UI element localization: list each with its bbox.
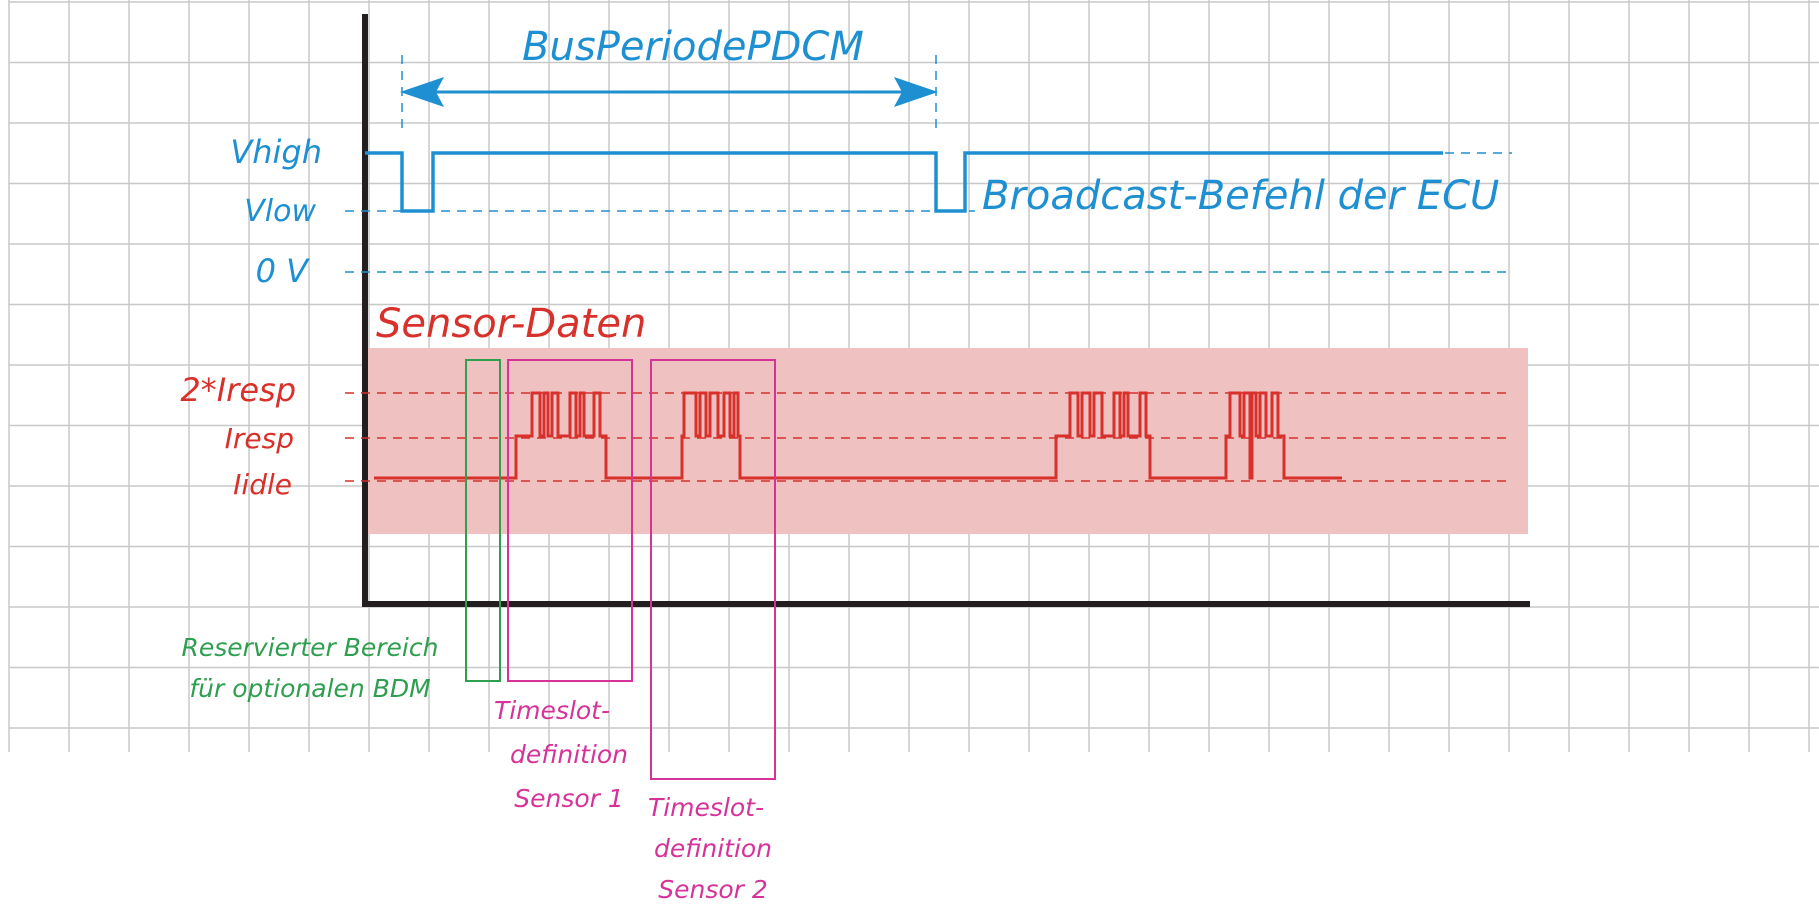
- timeslot-sensor1-box: [507, 359, 633, 682]
- timeslot-sensor1-label-line2: definition: [510, 740, 628, 769]
- reserved-bdm-area-box: [465, 359, 501, 682]
- broadcast-label: Broadcast-Befehl der ECU: [982, 173, 1499, 219]
- reserved-area-label-line1: Reservierter Bereich: [182, 633, 439, 662]
- idle-label: Iidle: [233, 468, 292, 501]
- arrowhead-left-icon: [400, 77, 444, 107]
- resp-label: Iresp: [225, 422, 294, 455]
- bus-period-label: BusPeriodePDCM: [522, 24, 864, 70]
- zero-volt-label: 0 V: [256, 252, 311, 290]
- sensor-data-label: Sensor-Daten: [376, 301, 646, 347]
- sensor-data-band: [368, 348, 1528, 534]
- sensor-current-signal: [374, 391, 1342, 480]
- timeslot-sensor2-label-line1: Timeslot-: [648, 793, 764, 822]
- vlow-label: Vlow: [244, 194, 316, 229]
- arrowhead-right-icon: [894, 77, 938, 107]
- timeslot-sensor1-label-line1: Timeslot-: [494, 696, 610, 725]
- bus-voltage-signal: [365, 151, 1443, 213]
- reserved-area-label-line2: für optionalen BDM: [189, 674, 430, 703]
- timeslot-sensor2-label-line2: definition: [654, 834, 772, 863]
- timeslot-sensor2-label-line3: Sensor 2: [658, 875, 768, 901]
- timeslot-sensor2-box: [650, 359, 776, 780]
- double-resp-label: 2*Iresp: [180, 371, 296, 409]
- bus-reference-lines: [345, 55, 1512, 273]
- vhigh-label: Vhigh: [230, 133, 322, 171]
- bus-period-arrow: [400, 77, 938, 107]
- timeslot-sensor1-label-line3: Sensor 1: [514, 784, 624, 813]
